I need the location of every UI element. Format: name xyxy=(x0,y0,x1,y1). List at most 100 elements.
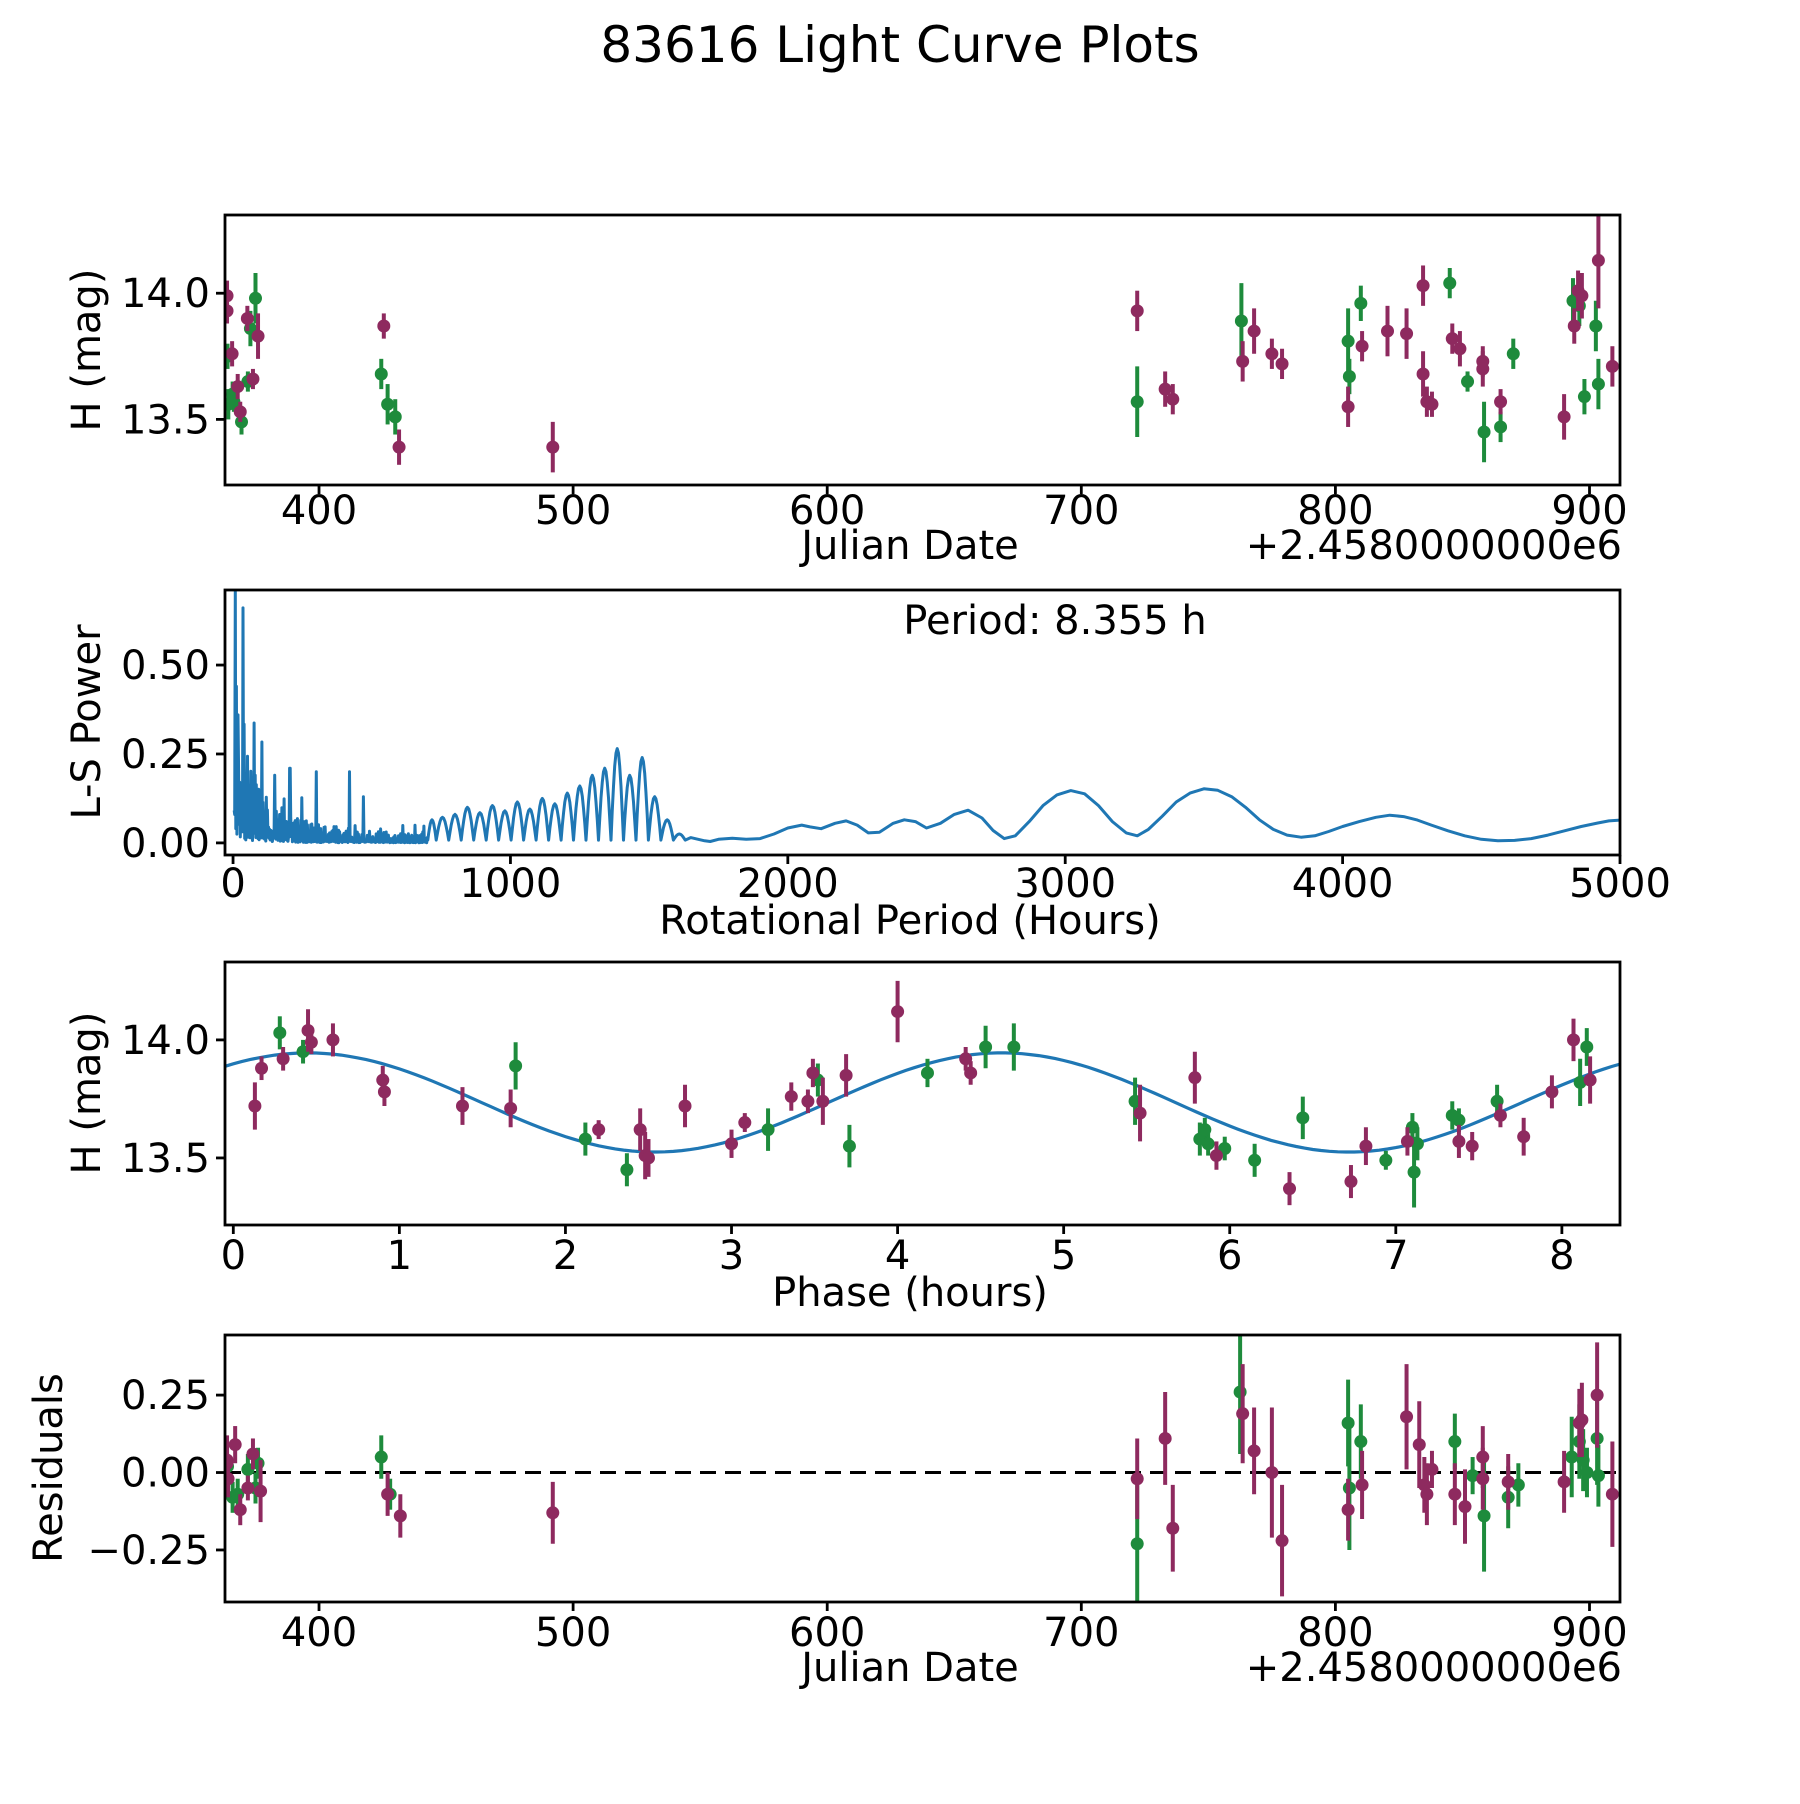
data-point xyxy=(1605,359,1619,373)
tick-label: 2 xyxy=(553,1233,578,1279)
data-point xyxy=(1452,1113,1466,1127)
tick-label: 3 xyxy=(719,1233,744,1279)
tick-label: 4 xyxy=(885,1233,910,1279)
data-point xyxy=(1565,1450,1579,1464)
data-point xyxy=(1236,354,1250,368)
x-axis-label: Phase (hours) xyxy=(772,1270,1048,1316)
data-point xyxy=(1476,362,1490,376)
x-axis-label: Rotational Period (Hours) xyxy=(659,898,1160,944)
data-point xyxy=(1545,1085,1559,1099)
tick-label: 500 xyxy=(535,488,611,534)
data-point xyxy=(1591,377,1605,391)
x-ticks: 400 500 600 700 800 900 xyxy=(281,485,1628,534)
tick-label: 13.5 xyxy=(121,397,210,443)
fit-line xyxy=(225,1051,1620,1154)
light-curve-plot-area: 400 500 600 700 800 900 13.5 14.0 xyxy=(121,213,1628,534)
tick-label: 0.25 xyxy=(121,732,210,778)
axes-box xyxy=(223,213,1622,487)
tick-label: 8 xyxy=(1549,1233,1574,1279)
data-point xyxy=(964,1066,978,1080)
data-point xyxy=(1166,1521,1180,1535)
data-point xyxy=(1465,1139,1479,1153)
data-point xyxy=(1407,1165,1421,1179)
data-point xyxy=(641,1151,655,1165)
data-point xyxy=(1248,1153,1262,1167)
data-point xyxy=(225,1472,235,1486)
data-point xyxy=(1209,1149,1223,1163)
data-point xyxy=(1506,347,1520,361)
data-point xyxy=(1461,375,1475,389)
tick-label: 800 xyxy=(1297,1610,1373,1656)
data-point xyxy=(1379,1153,1393,1167)
data-point xyxy=(251,329,265,343)
data-point xyxy=(1557,1475,1571,1489)
series-purple xyxy=(225,215,1619,473)
y-ticks: 13.5 14.0 xyxy=(121,1018,225,1182)
series-green xyxy=(225,267,1605,463)
data-point xyxy=(1188,1071,1202,1085)
data-point xyxy=(276,1052,290,1066)
tick-label: 700 xyxy=(1043,1610,1119,1656)
data-point xyxy=(633,1123,647,1137)
data-point xyxy=(1448,1435,1462,1449)
data-point xyxy=(738,1116,752,1130)
data-point xyxy=(233,1503,247,1517)
x-offset-label: +2.4580000000e6 xyxy=(1246,523,1622,569)
data-point xyxy=(1344,1175,1358,1189)
data-point xyxy=(228,1438,242,1452)
data-point xyxy=(225,304,234,318)
data-point xyxy=(959,1052,973,1066)
plot-contents xyxy=(232,590,1620,845)
tick-label: −0.25 xyxy=(87,1528,210,1574)
data-point xyxy=(1573,1075,1587,1089)
data-point xyxy=(301,1023,315,1037)
tick-label: 7 xyxy=(1383,1233,1408,1279)
tick-label: 1 xyxy=(387,1233,412,1279)
data-point xyxy=(1007,1040,1021,1054)
periodogram-plot-area: 0 1000 2000 3000 4000 5000 0.00 0.25 0.50 xyxy=(121,588,1671,907)
data-point xyxy=(1381,324,1394,338)
y-ticks: 0.00 0.25 0.50 xyxy=(121,643,225,867)
data-point xyxy=(1234,314,1248,328)
data-point xyxy=(1494,395,1508,409)
tick-label: 600 xyxy=(789,488,865,534)
periodogram-panel: 0 1000 2000 3000 4000 5000 0.00 0.25 0.50 Period… xyxy=(64,588,1671,944)
data-point xyxy=(891,1005,905,1019)
data-point xyxy=(388,410,402,424)
data-point xyxy=(1501,1475,1515,1489)
data-point xyxy=(381,1487,395,1501)
plot-contents xyxy=(225,1335,1620,1602)
data-point xyxy=(1420,1487,1434,1501)
tick-label: 0.25 xyxy=(121,1373,210,1419)
series-green xyxy=(225,1335,1605,1602)
residuals-panel: 400 500 600 700 800 900 −0.25 0.00 0.25 Julian D… xyxy=(26,1333,1628,1691)
y-axis-label: H (mag) xyxy=(64,269,110,432)
data-point xyxy=(1198,1123,1212,1137)
data-point xyxy=(246,1447,260,1461)
tick-label: 400 xyxy=(281,488,357,534)
tick-label: 0 xyxy=(221,1233,246,1279)
data-point xyxy=(509,1059,523,1073)
data-point xyxy=(504,1101,518,1115)
data-point xyxy=(377,319,391,333)
data-point xyxy=(839,1068,853,1082)
tick-label: 0.00 xyxy=(121,821,210,867)
data-point xyxy=(592,1123,606,1137)
data-point xyxy=(1425,1462,1439,1476)
data-point xyxy=(1247,324,1261,338)
tick-label: 13.5 xyxy=(121,1136,210,1182)
data-point xyxy=(1493,1108,1507,1122)
data-point xyxy=(546,1506,560,1520)
data-point xyxy=(1355,1478,1369,1492)
data-point xyxy=(225,347,239,361)
data-point xyxy=(678,1099,692,1113)
data-point xyxy=(1494,420,1508,434)
data-point xyxy=(801,1094,815,1108)
tick-label: 14.0 xyxy=(121,271,210,317)
data-point xyxy=(920,1066,934,1080)
data-point xyxy=(1517,1130,1531,1144)
tick-label: 500 xyxy=(535,1610,611,1656)
data-point xyxy=(1341,334,1355,348)
x-ticks: 0 1000 2000 3000 4000 5000 xyxy=(220,855,1671,907)
